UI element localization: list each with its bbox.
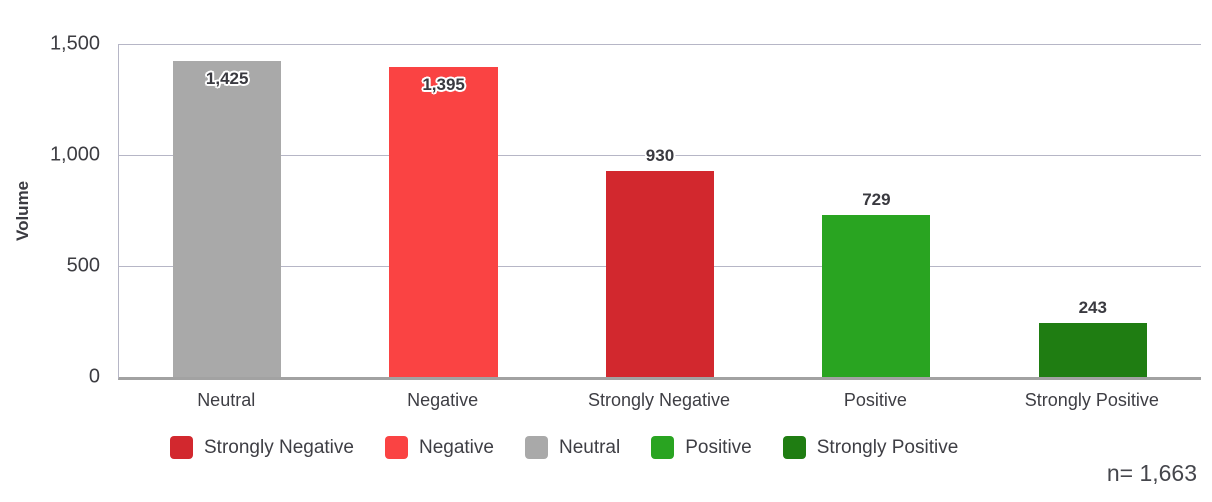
bar-value-label: 243 [1078, 298, 1107, 318]
bar-slot: 243 [985, 44, 1201, 377]
x-axis: Neutral Negative Strongly Negative Positive… [118, 390, 1200, 411]
legend-label: Strongly Positive [816, 436, 959, 458]
x-tick-label: Positive [843, 390, 907, 410]
x-tick-label: Negative [407, 390, 479, 410]
legend-swatch-icon [524, 436, 548, 459]
bar-strongly-positive[interactable] [1038, 323, 1147, 377]
legend-item-strongly-negative[interactable]: Strongly Negative [170, 436, 354, 459]
x-tick-label: Strongly Negative [587, 390, 731, 410]
bar-positive[interactable] [822, 215, 931, 377]
y-tick-label: 1,000 [49, 143, 100, 166]
legend-item-strongly-positive[interactable]: Strongly Positive [782, 436, 959, 459]
legend-label: Negative [418, 436, 494, 458]
bar-value-label: 729 [862, 190, 891, 210]
bar-slot: 729 [768, 44, 984, 377]
legend-item-neutral[interactable]: Neutral [524, 436, 621, 459]
legend-label: Strongly Negative [204, 436, 354, 458]
legend-item-positive[interactable]: Positive [651, 436, 752, 459]
legend-label: Positive [685, 436, 752, 458]
legend-swatch-icon [170, 436, 193, 459]
bar-slot: 1,425 [119, 44, 335, 377]
legend-swatch-icon [384, 436, 408, 459]
x-tick-label: Neutral [197, 390, 256, 410]
bar-value-label: 1,395 [422, 75, 465, 95]
legend-item-negative[interactable]: Negative [384, 436, 494, 459]
gridline [119, 155, 1201, 156]
y-tick-label: 0 [88, 365, 100, 388]
bar-value-label: 1,425 [205, 68, 249, 88]
legend-label: Neutral [558, 436, 621, 458]
legend-swatch-icon [651, 436, 675, 459]
x-tick-label: Strongly Positive [1024, 390, 1159, 410]
y-tick-label: 1,500 [49, 32, 100, 55]
legend: Strongly Negative Negative Neutral Positive… [170, 436, 958, 459]
plot-area: 1,425 1,395 930 729 243 [118, 44, 1201, 380]
sample-size-note: n= 1,663 [1106, 460, 1197, 486]
bar-strongly-negative[interactable] [605, 170, 715, 377]
bar-neutral[interactable] [173, 60, 282, 377]
gridline [119, 44, 1201, 45]
y-tick-label: 500 [66, 254, 100, 277]
legend-swatch-icon [782, 436, 806, 459]
bar-negative[interactable] [389, 67, 498, 377]
bar-slot: 930 [552, 44, 768, 377]
bar-value-label: 930 [645, 145, 675, 165]
y-axis: 1,500 1,000 500 0 [0, 33, 100, 388]
bar-slot: 1,395 [335, 44, 551, 377]
